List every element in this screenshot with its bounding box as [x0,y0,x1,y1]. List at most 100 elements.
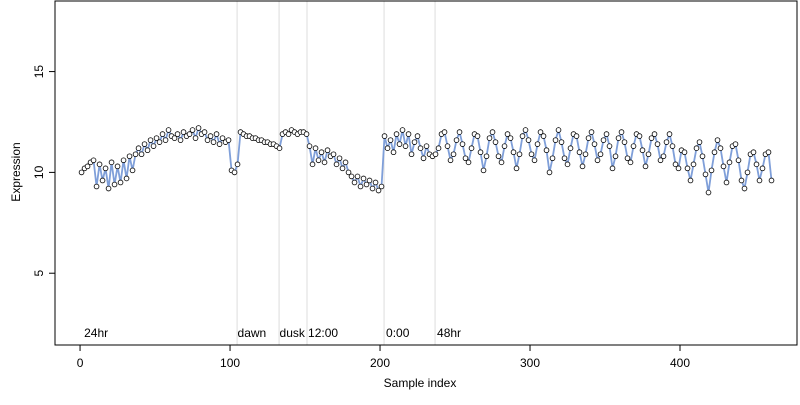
data-point [408,151,415,158]
data-point [642,163,649,170]
data-point [93,183,100,190]
x-tick-label: 100 [220,356,240,370]
data-point [276,145,283,151]
data-point [480,167,487,174]
data-point [147,137,154,143]
data-point [444,143,451,149]
data-point [720,163,727,170]
data-point [333,161,340,168]
annotation: 48hr [437,326,461,340]
data-point [108,159,115,166]
data-point [336,155,343,162]
data-point [372,179,379,186]
data-point [213,131,220,137]
data-point [507,135,514,141]
data-point [519,133,526,139]
data-point [156,139,163,145]
data-point [111,181,118,188]
data-point [150,143,157,149]
data-point [234,161,241,168]
data-point [450,151,457,158]
data-point [501,143,508,149]
data-point [537,129,544,135]
data-point [210,139,217,145]
data-point [663,139,670,145]
data-point [132,151,139,158]
data-point [384,145,391,151]
data-point [651,131,658,137]
data-point [690,161,697,168]
data-point [669,143,676,149]
data-point [162,137,169,143]
data-point [513,165,520,172]
data-point [378,183,385,190]
data-point [702,171,709,178]
data-point [396,141,403,147]
data-point [141,141,148,147]
data-point [756,177,763,184]
data-point [357,183,364,190]
data-point [612,153,619,160]
data-point [681,149,688,156]
data-point [90,157,97,164]
data-point [324,147,331,154]
data-point [312,145,319,151]
data-point [735,157,742,164]
data-point [516,151,523,158]
data-point [381,133,388,139]
data-point [684,165,691,172]
data-point [423,143,430,149]
annotation: dusk [280,326,306,340]
data-point [120,157,127,164]
data-point [174,131,181,137]
data-point [693,145,700,151]
data-point [339,165,346,172]
data-point [387,137,394,143]
y-tick-label: 10 [32,165,46,179]
data-point [309,161,316,168]
data-point [417,145,424,151]
data-point [204,137,211,143]
data-point [615,135,622,141]
data-point [351,179,358,186]
annotation: 24hr [84,326,108,340]
data-point [675,165,682,172]
data-point [597,151,604,158]
data-point [561,155,568,162]
data-point [432,151,439,158]
data-point [564,161,571,168]
data-point [165,127,172,133]
data-point [717,145,724,151]
data-point [579,163,586,170]
data-point [627,159,634,166]
data-point [744,169,751,176]
data-point [522,127,529,133]
data-point [648,135,655,141]
annotation: 12:00 [308,326,338,340]
data-point [546,169,553,176]
data-point [741,185,748,192]
x-tick-label: 300 [520,356,540,370]
data-point [618,129,625,135]
data-point [483,153,490,160]
data-point [759,165,766,172]
data-point [138,151,145,158]
data-point [666,131,673,137]
data-point [504,131,511,137]
data-point [567,145,574,151]
data-point [153,135,160,141]
data-point [435,145,442,151]
data-point [441,129,448,135]
data-point [477,149,484,156]
data-point [459,141,466,147]
data-point [186,131,193,137]
data-point [540,133,547,139]
y-axis-label: Expression [9,142,23,201]
data-point [768,177,775,184]
data-point [525,137,532,143]
data-point [495,153,502,160]
annotation: 0:00 [386,326,410,340]
data-point [624,155,631,162]
data-point [363,181,370,188]
data-point [360,175,367,182]
